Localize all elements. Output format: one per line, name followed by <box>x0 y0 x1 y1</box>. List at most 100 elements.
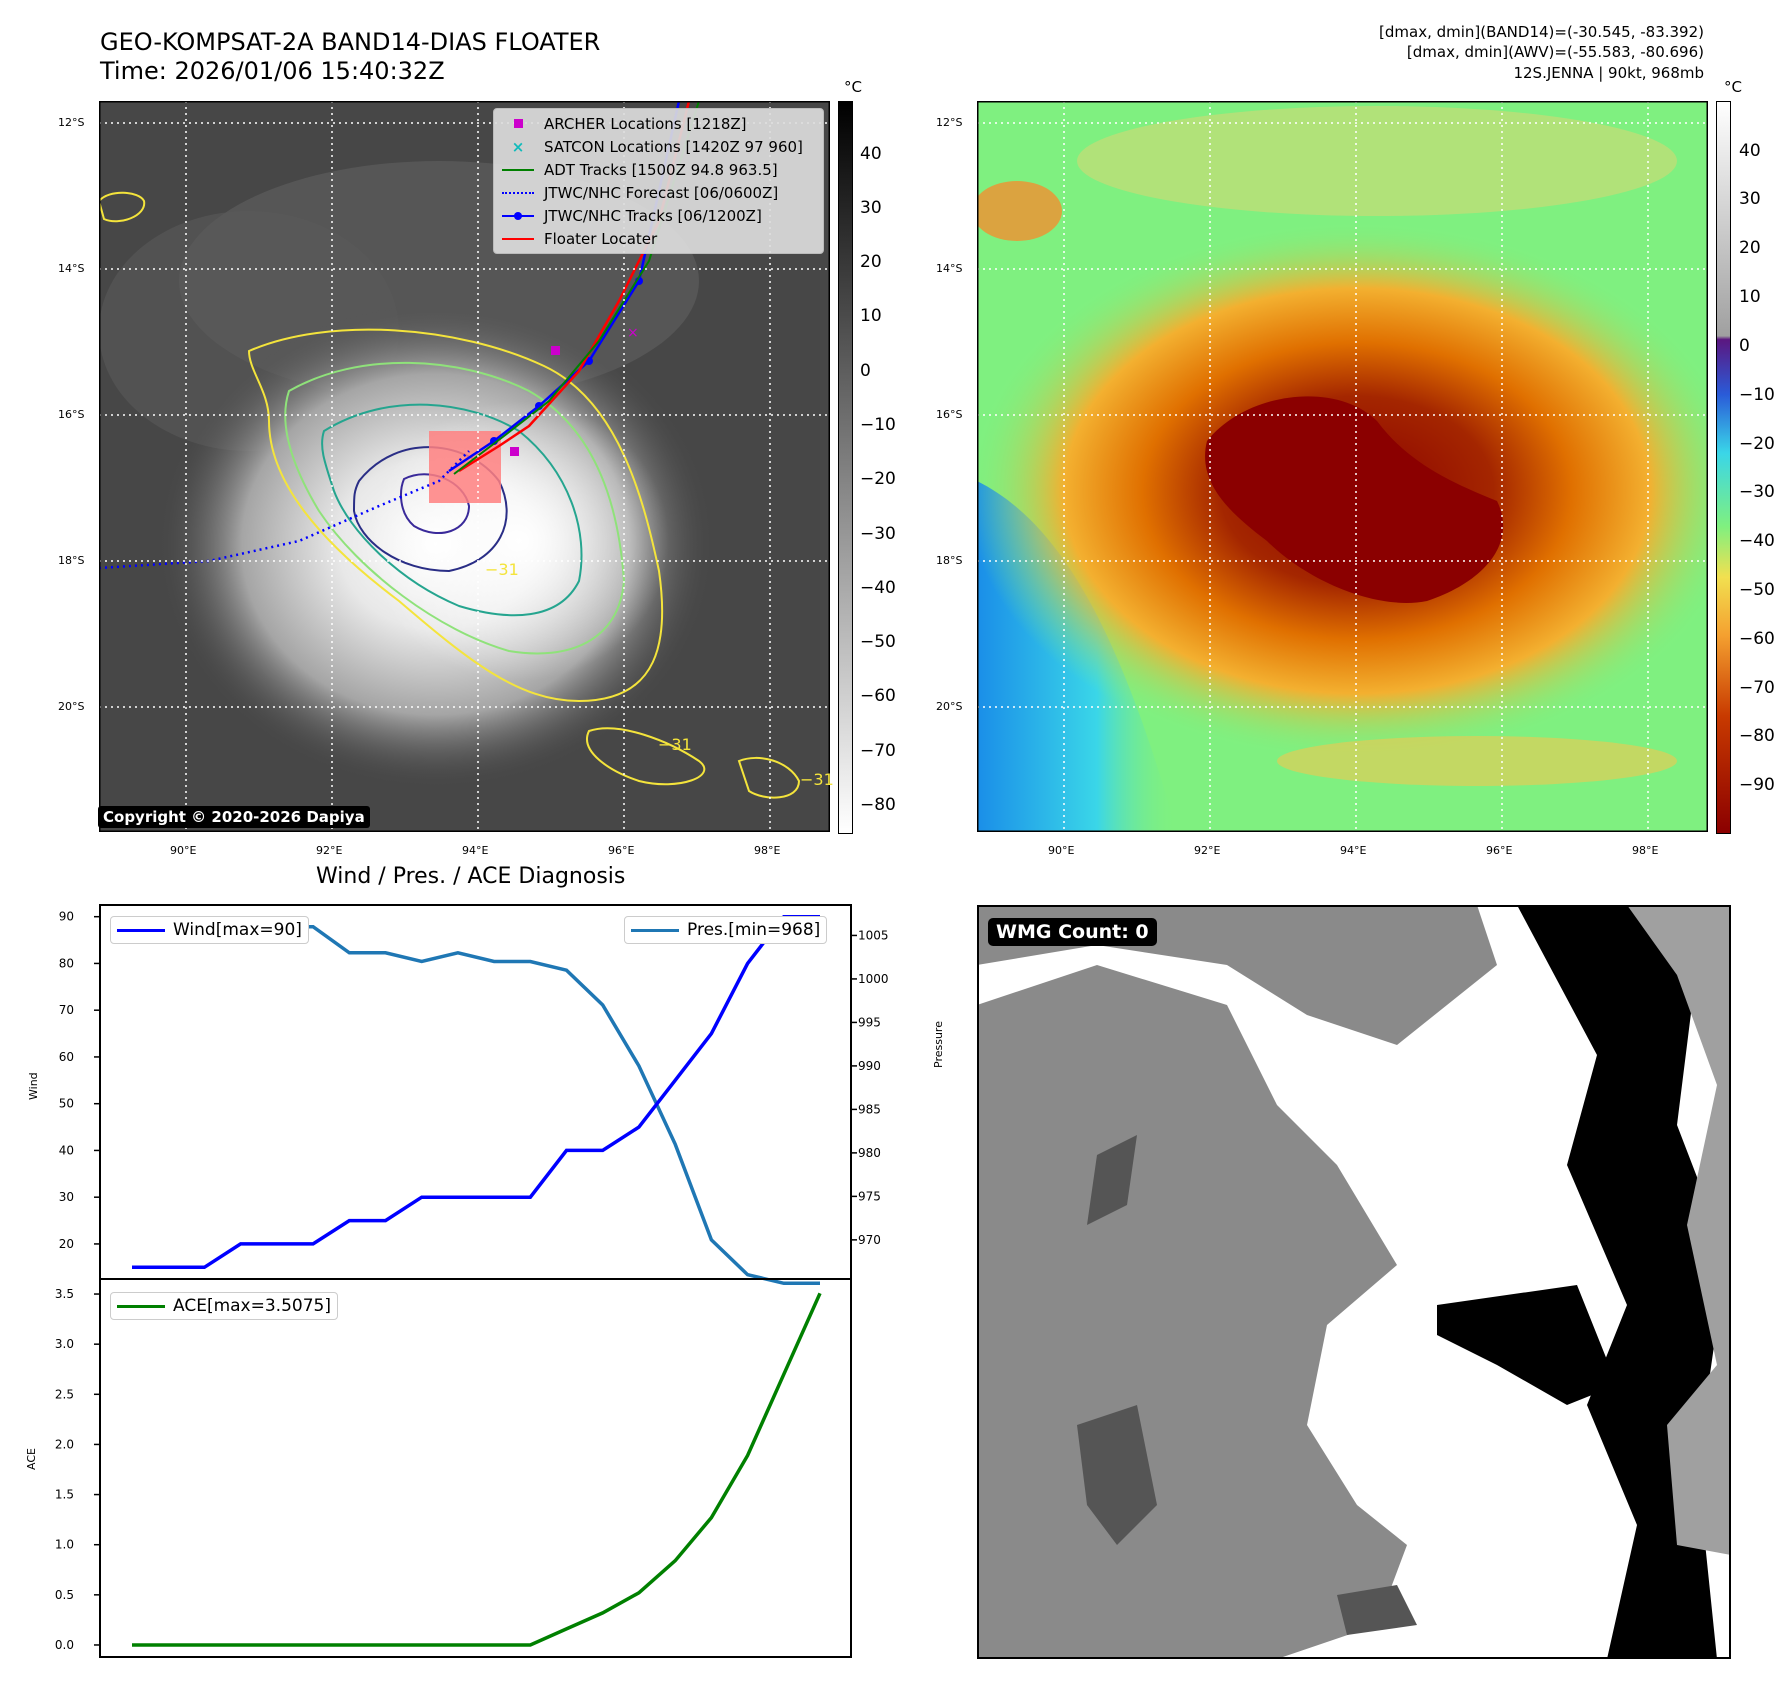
ace-axis-tick-label: 0.5 <box>55 1588 74 1602</box>
title-line-2: Time: 2026/01/06 15:40:32Z <box>100 57 445 85</box>
wv-colorbar-unit: °C <box>1724 78 1742 96</box>
wmg-region-dark <box>1077 1405 1157 1545</box>
pressure-axis-tick-label: 975 <box>858 1189 881 1203</box>
ir-contour-label: −31 <box>800 770 834 789</box>
dotted-line-icon <box>500 191 536 194</box>
info-line-3: 12S.JENNA | 90kt, 968mb <box>1513 64 1704 82</box>
wind-axis-tick-label: 20 <box>59 1237 74 1251</box>
line-key-icon <box>117 928 165 932</box>
ace-axis-tick-label: 1.0 <box>55 1538 74 1552</box>
ace-axis-tick-label: 2.0 <box>55 1437 74 1451</box>
legend-entry-forecast: JTWC/NHC Forecast [06/0600Z] <box>494 181 823 204</box>
wind-axis: 20 30 40 50 60 70 80 90 <box>59 910 100 1251</box>
wv-lon-label: 92°E <box>1194 844 1221 857</box>
title-line-1: GEO-KOMPSAT-2A BAND14-DIAS FLOATER <box>100 28 601 56</box>
pressure-axis: 970 975 980 985 990 995 1000 1005 <box>851 928 889 1247</box>
ace-axis-tick-label: 1.5 <box>55 1488 74 1502</box>
wv-lon-label: 94°E <box>1340 844 1367 857</box>
wind-ylabel: Wind <box>27 1072 40 1100</box>
ir-lon-label: 90°E <box>170 844 197 857</box>
ir-satcon-marker: × <box>627 325 639 341</box>
wmg-region-black-mid <box>1437 1285 1617 1405</box>
wmg-region-dark <box>1337 1585 1417 1635</box>
info-line-1: [dmax, dmin](BAND14)=(-30.545, -83.392) <box>1379 23 1704 41</box>
wmg-region-dark <box>1087 1135 1137 1225</box>
wind-legend-label: Wind[max=90] <box>173 920 302 940</box>
wv-lon-label: 98°E <box>1632 844 1659 857</box>
wind-series-line <box>132 914 820 1270</box>
ir-colorbar-unit: °C <box>844 78 862 96</box>
wv-lat-label: 14°S <box>936 262 963 275</box>
ir-colorbar-tick: −40 <box>860 578 896 598</box>
ir-colorbar-tick: −60 <box>860 686 896 706</box>
legend-label: JTWC/NHC Forecast [06/0600Z] <box>544 183 779 202</box>
wind-axis-tick-label: 40 <box>59 1143 74 1157</box>
line-key-icon <box>117 1304 165 1308</box>
diagnosis-title: Wind / Pres. / ACE Diagnosis <box>316 864 626 889</box>
ace-axis-tick-label: 0.0 <box>55 1638 74 1652</box>
ir-contour-outer <box>247 328 664 703</box>
legend-entry-archer: ARCHER Locations [1218Z] <box>494 112 823 135</box>
ir-colorbar-tick: −80 <box>860 795 896 815</box>
legend-entry-floater: Floater Locater <box>494 227 823 250</box>
wv-cold-core <box>1205 396 1504 603</box>
ir-lat-label: 12°S <box>58 116 85 129</box>
wv-colorbar-tick: −20 <box>1739 434 1775 454</box>
wv-colorbar-tick: 20 <box>1739 238 1761 258</box>
ace-legend-label: ACE[max=3.5075] <box>173 1296 331 1316</box>
ir-contour-label: −31 <box>485 560 519 579</box>
wv-band-south <box>1277 736 1677 786</box>
ace-axis: 0.0 0.5 1.0 1.5 2.0 2.5 3.0 3.5 <box>55 1287 100 1652</box>
line-dot-marker-icon <box>500 211 536 220</box>
wv-colorbar-tick: −90 <box>1739 775 1775 795</box>
line-key-icon <box>631 928 679 932</box>
copyright-label: Copyright © 2020-2026 Dapiya <box>98 806 370 828</box>
ir-colorbar <box>838 101 853 834</box>
wv-colorbar-tick: 0 <box>1739 336 1750 356</box>
ir-lat-label: 14°S <box>58 262 85 275</box>
wv-lon-label: 90°E <box>1048 844 1075 857</box>
legend-label: SATCON Locations [1420Z 97 960] <box>544 137 803 156</box>
ir-archer-marker <box>510 447 519 456</box>
wv-band-north <box>1077 106 1677 216</box>
solid-line-icon <box>500 237 536 240</box>
wv-band-west <box>977 181 1062 241</box>
wind-axis-tick-label: 90 <box>59 910 74 924</box>
ace-panel-frame <box>99 1278 852 1658</box>
diagnosis-charts: 20 30 40 50 60 70 80 90 970 975 980 985 990 995 1000 1… <box>55 904 889 1658</box>
wv-colorbar-tick: −60 <box>1739 629 1775 649</box>
wv-lat-label: 18°S <box>936 554 963 567</box>
ace-ylabel: ACE <box>25 1448 38 1470</box>
legend-label: ADT Tracks [1500Z 94.8 963.5] <box>544 160 778 179</box>
wind-axis-tick-label: 60 <box>59 1050 74 1064</box>
ir-colorbar-tick: 20 <box>860 252 882 272</box>
ir-lat-label: 16°S <box>58 408 85 421</box>
ir-lon-label: 98°E <box>754 844 781 857</box>
wmg-frame <box>977 905 1731 1659</box>
legend-label: Floater Locater <box>544 229 658 248</box>
ir-lon-label: 92°E <box>316 844 343 857</box>
wind-axis-tick-label: 70 <box>59 1003 74 1017</box>
ir-colorbar-tick: −10 <box>860 415 896 435</box>
pressure-axis-tick-label: 1000 <box>858 972 889 986</box>
ir-lat-label: 18°S <box>58 554 85 567</box>
wind-axis-tick-label: 30 <box>59 1190 74 1204</box>
pressure-axis-tick-label: 985 <box>858 1102 881 1116</box>
wv-colorbar <box>1716 101 1731 834</box>
ir-contour-west-island <box>99 191 146 223</box>
pressure-legend-label: Pres.[min=968] <box>687 920 821 940</box>
legend-label: JTWC/NHC Tracks [06/1200Z] <box>544 206 762 225</box>
wmg-count-label: WMG Count: 0 <box>988 918 1157 946</box>
wv-lon-label: 96°E <box>1486 844 1513 857</box>
ir-colorbar-tick: 0 <box>860 361 871 381</box>
ir-frame <box>99 101 830 832</box>
pressure-ylabel: Pressure <box>932 1021 945 1068</box>
ace-axis-tick-label: 3.0 <box>55 1337 74 1351</box>
ace-axis-tick-label: 3.5 <box>55 1287 74 1301</box>
ir-colorbar-tick: −50 <box>860 632 896 652</box>
ir-colorbar-tick: 30 <box>860 198 882 218</box>
wv-colorbar-tick: −10 <box>1739 385 1775 405</box>
wind-panel-frame <box>99 904 852 1280</box>
pressure-axis-tick-label: 990 <box>858 1059 881 1073</box>
legend-label: ARCHER Locations [1218Z] <box>544 114 747 133</box>
